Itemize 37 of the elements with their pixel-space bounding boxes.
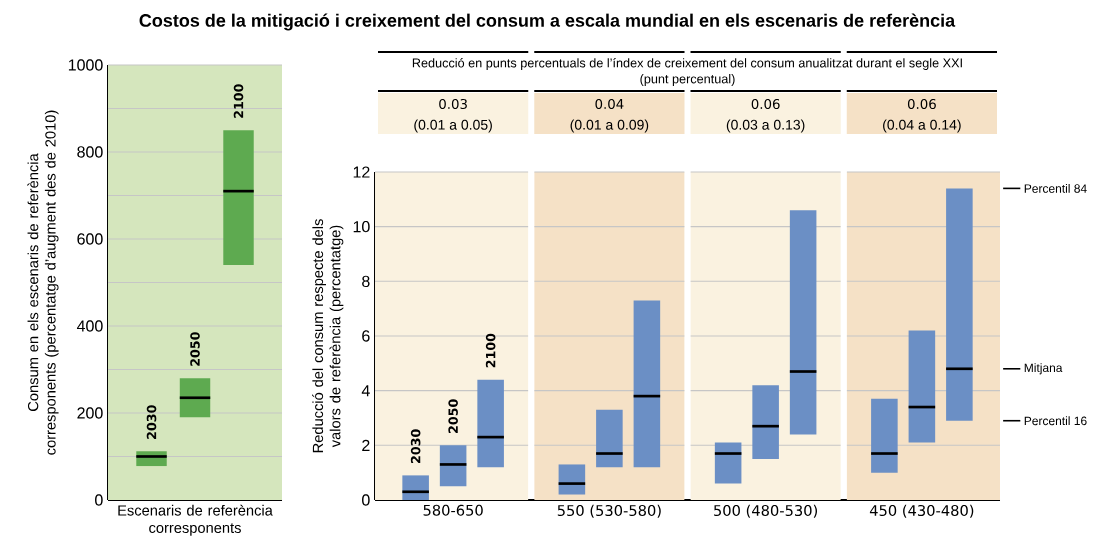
y-tick-label: 600 (77, 233, 103, 245)
text: 2030 (410, 429, 421, 463)
text: Costos de la mitigació i creixement del consum a escala mundial en els escenaris de referència (139, 13, 956, 31)
y-tick-label: 1000 (68, 59, 103, 71)
text: Mitjana (1024, 363, 1063, 375)
text: (0.01 a 0.09) (570, 119, 649, 133)
y-tick-label: 200 (77, 407, 103, 419)
x-tick-label: 500 (480-530) (714, 504, 818, 518)
y-tick-label: 4 (361, 385, 370, 397)
text: Percentil 16 (1024, 416, 1087, 426)
y-tick-label: 800 (77, 146, 103, 158)
text: 0.04 (595, 98, 624, 110)
y-tick-label: 8 (362, 275, 370, 287)
text: 0.03 (439, 98, 467, 110)
y-tick-label: 2 (362, 439, 370, 451)
y-tick-label: 400 (76, 320, 103, 332)
text: (0.01 a 0.05) (414, 119, 492, 133)
text: Reducció en punts percentuals de l’índex de creixement del consum anualitzat durant el segle XXI (412, 58, 962, 70)
text: 2050 (448, 399, 458, 433)
y-axis-title: Consum en els escenaris de referència corresponents (percentatge d’augment des de 2010) (27, 110, 59, 455)
y-tick-label: 0 (95, 494, 103, 506)
text: 0.06 (751, 98, 780, 110)
text: Percentil 84 (1024, 183, 1087, 193)
text: (0.03 a 0.13) (726, 119, 805, 133)
x-tick-label: 450 (430-480) (869, 504, 974, 518)
y-tick-label: 10 (353, 221, 370, 233)
x-tick-label: 580-650 (423, 504, 483, 516)
text: (punt percentual) (640, 74, 735, 86)
x-axis-title: Escenaris de referència corresponents (118, 504, 273, 536)
text: 2100 (485, 333, 496, 368)
y-tick-label: 6 (362, 330, 370, 342)
text: (0.04 a 0.14) (883, 119, 961, 133)
text: 0.06 (907, 98, 936, 110)
y-axis-title: Reducció del consum respecte dels valors de referència (percentatge) (312, 219, 344, 453)
y-tick-label: 0 (362, 494, 370, 506)
x-tick-label: 550 (530-580) (557, 504, 661, 518)
y-tick-label: 12 (353, 166, 370, 178)
